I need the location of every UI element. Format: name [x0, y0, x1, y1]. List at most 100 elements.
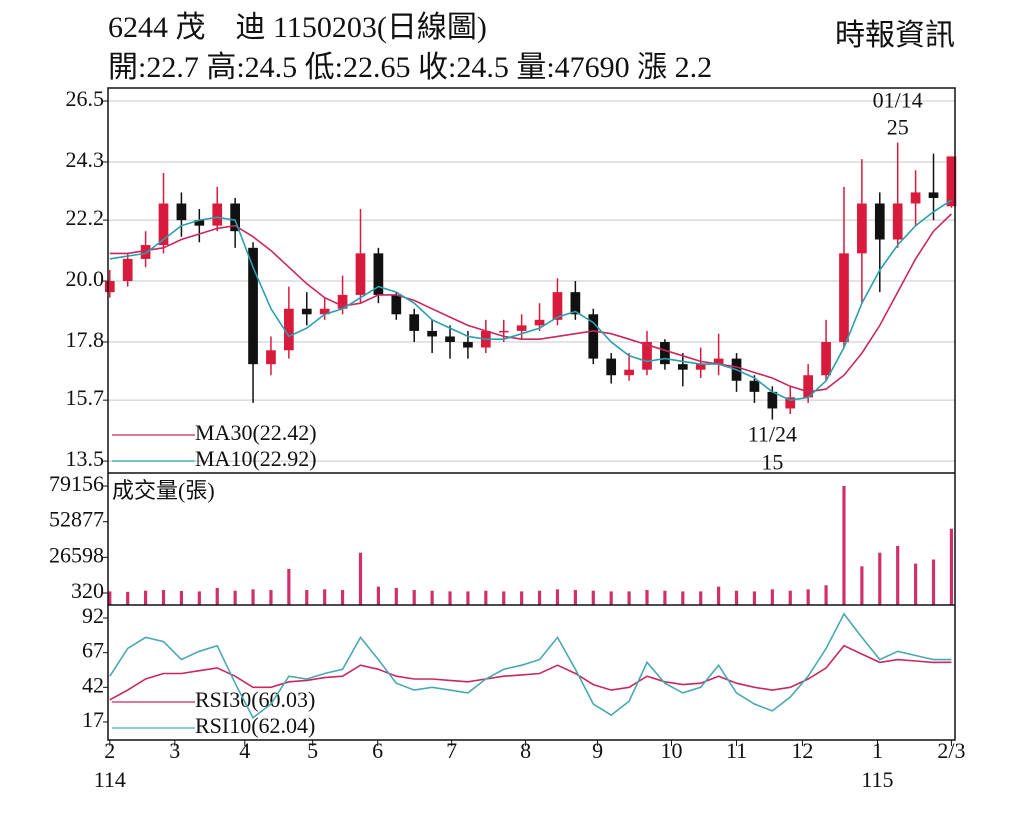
candle-body [910, 192, 921, 204]
y-tick-label: 52877 [49, 507, 104, 532]
y-tick-label: 24.3 [66, 147, 105, 172]
bar [197, 591, 201, 605]
y-tick-label: 26598 [49, 542, 104, 567]
bar [233, 590, 237, 605]
bar [215, 588, 219, 605]
candle-body [122, 258, 133, 282]
bar [663, 590, 667, 605]
legend-label: RSI30(60.03) [195, 687, 315, 712]
y-tick-label: 17.8 [66, 327, 105, 352]
candle-body [248, 247, 258, 365]
y-tick-label: 67 [82, 638, 104, 663]
bar [251, 589, 255, 605]
bar [161, 590, 166, 605]
annotation-date: 01/14 [873, 88, 923, 113]
candle-body [212, 203, 223, 226]
y-tick-label: 22.2 [66, 205, 105, 230]
line [109, 612, 952, 720]
x-tick-label: 5 [307, 738, 318, 763]
line [109, 199, 952, 402]
bar [878, 552, 882, 605]
x-tick-label: 10 [661, 738, 683, 763]
x-tick-label: 4 [239, 738, 250, 763]
y-tick-label: 13.5 [66, 446, 105, 471]
y-tick-label: 79156 [49, 471, 104, 496]
annotation-value: 25 [887, 115, 909, 140]
bar [681, 591, 685, 605]
bar [949, 528, 954, 605]
candle-body [230, 203, 240, 232]
x-tick-label: 7 [446, 738, 457, 763]
candle-body [158, 203, 169, 246]
bar [358, 552, 363, 605]
y-tick-label: 17 [82, 707, 104, 732]
bar [179, 590, 184, 605]
bar [591, 590, 595, 605]
candle-body [839, 253, 849, 342]
bar [896, 545, 900, 605]
bar [824, 585, 828, 605]
legend-label: MA10(22.92) [195, 446, 317, 471]
x-tick-label: 2 [104, 738, 115, 763]
candle-body [677, 364, 688, 370]
candle-body [767, 391, 778, 409]
bar [627, 591, 631, 605]
candle-body [266, 350, 276, 365]
candle-body [857, 203, 867, 254]
chart-title: 6244 茂 迪 1150203(日線圖) [108, 11, 487, 44]
bar [269, 590, 273, 605]
candle-body [319, 308, 330, 315]
candle-body [803, 375, 814, 398]
candle-body [176, 203, 187, 221]
panel-title: 成交量(張) [112, 478, 215, 503]
bar [412, 590, 416, 605]
x-year-label: 115 [861, 767, 893, 792]
bar [323, 589, 327, 605]
candle-body [373, 253, 384, 295]
bar [126, 591, 130, 605]
bar [699, 591, 703, 605]
x-tick-label: 3 [169, 738, 180, 763]
y-tick-label: 15.7 [66, 385, 105, 410]
x-tick-label: 9 [592, 738, 603, 763]
bar [555, 589, 560, 605]
candle-body [624, 369, 634, 376]
candle-body [892, 203, 903, 240]
bar [788, 590, 792, 605]
candle-body [946, 156, 957, 207]
legend-label: MA30(22.42) [195, 420, 317, 445]
candle-body [874, 203, 885, 240]
bar [108, 591, 112, 605]
candle-body [552, 292, 563, 320]
plot-frame [107, 87, 956, 741]
bar [484, 590, 488, 605]
bar [645, 590, 649, 605]
x-tick-label: 6 [372, 738, 383, 763]
candle-body [928, 192, 939, 198]
y-tick-label: 42 [82, 672, 104, 697]
y-tick-label: 20.0 [66, 266, 105, 291]
bar [752, 591, 757, 605]
bar [717, 586, 721, 605]
source: 時報資訊 [835, 19, 955, 52]
bar [520, 591, 524, 605]
candle-body [516, 325, 527, 331]
candle-body [427, 330, 437, 337]
bar [931, 559, 936, 605]
bar [340, 590, 345, 605]
bar [502, 591, 506, 605]
candle-body [284, 308, 294, 351]
candle-body [445, 336, 455, 342]
bar [573, 590, 577, 605]
annotation-date: 11/24 [748, 422, 797, 447]
x-tick-label: 11 [726, 738, 747, 763]
x-tick-label: 8 [520, 738, 531, 763]
candle-body [642, 341, 652, 370]
candle-body [498, 330, 509, 333]
bar [770, 589, 774, 605]
candle-body [713, 358, 724, 365]
bar [734, 590, 739, 605]
bar [305, 590, 309, 605]
